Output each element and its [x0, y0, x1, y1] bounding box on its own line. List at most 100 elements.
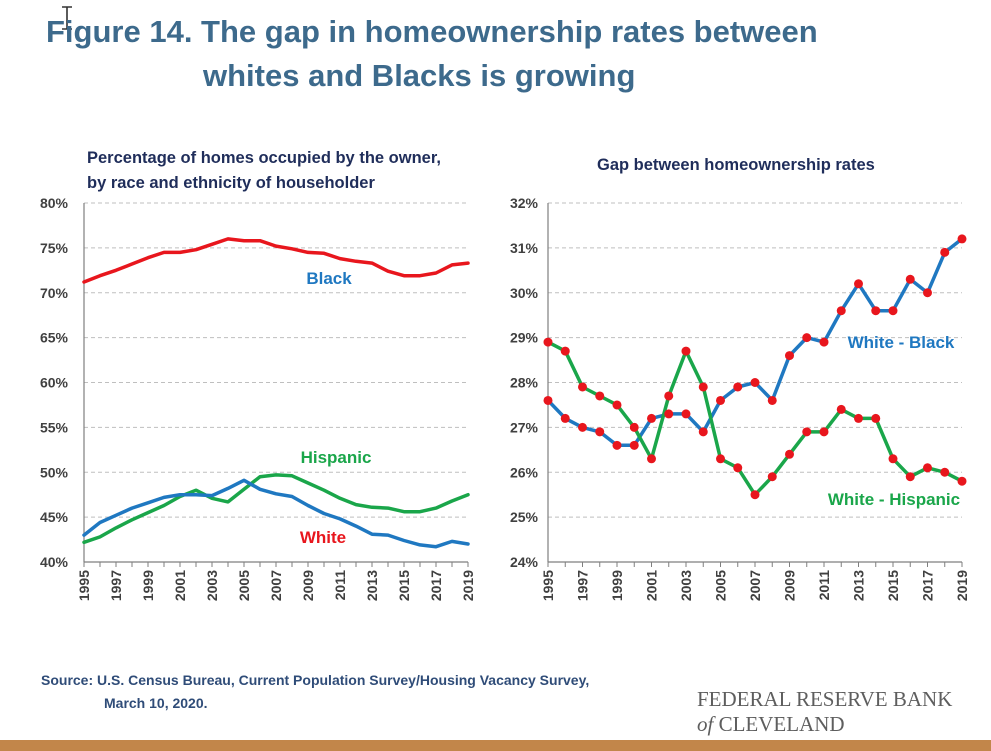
data-point [578, 422, 587, 432]
data-point [888, 454, 898, 464]
data-point [905, 274, 915, 284]
data-point [957, 476, 967, 486]
x-tick-label: 2015 [396, 570, 412, 601]
right-chart-x-ticks: 1995 1997 1999 2001 2003 2005 2007 2009 2011 2013… [540, 570, 970, 601]
y-tick-label: 29% [510, 330, 539, 346]
data-point [802, 333, 812, 343]
data-point [629, 440, 639, 450]
right-chart-subtitle: Gap between homeownership rates [597, 156, 875, 174]
series-label: White - Black [848, 333, 955, 352]
cursor-icon [60, 5, 74, 31]
x-tick-label: 2011 [816, 570, 832, 601]
left-chart-x-ticks: 1995 1997 1999 2001 2003 2005 2007 2009 2011 2013… [76, 570, 476, 601]
data-point [923, 463, 932, 473]
data-point [871, 306, 881, 316]
series-label: Black [306, 269, 352, 288]
data-point [733, 463, 743, 473]
data-point [681, 409, 691, 419]
right-chart-y-ticks: 24% 25% 26% 27% 28% 29% 30% 31% 32% [510, 195, 539, 570]
data-point [957, 234, 967, 244]
federal-reserve-logo: FEDERAL RESERVE BANK of CLEVELAND [697, 687, 952, 737]
x-tick-label: 2007 [747, 570, 763, 601]
y-tick-label: 27% [510, 419, 539, 435]
y-tick-label: 60% [40, 375, 69, 391]
data-point [767, 472, 777, 482]
data-point [940, 247, 950, 257]
data-point [647, 413, 656, 423]
data-point [716, 395, 725, 405]
x-tick-label: 1997 [575, 570, 591, 601]
data-point [698, 427, 708, 437]
y-tick-label: 24% [510, 554, 539, 570]
data-point [871, 413, 881, 423]
source-line2: March 10, 2020. [104, 695, 208, 711]
series-line [82, 478, 470, 549]
data-point [733, 382, 743, 392]
x-tick-label: 2007 [268, 570, 284, 601]
data-point [888, 306, 898, 316]
y-tick-label: 26% [510, 464, 539, 480]
data-point [560, 346, 570, 356]
x-tick-label: 1995 [540, 570, 556, 601]
series-label: White [300, 528, 346, 547]
x-tick-label: 2001 [172, 570, 188, 601]
x-tick-label: 2001 [644, 570, 660, 601]
x-tick-label: 2009 [782, 570, 798, 601]
data-point [543, 395, 553, 405]
data-point [543, 337, 553, 347]
y-tick-label: 40% [40, 554, 69, 570]
data-point [595, 427, 605, 437]
data-point [785, 449, 794, 459]
data-point [836, 306, 846, 316]
data-point [595, 391, 605, 401]
x-tick-label: 2019 [954, 570, 970, 601]
x-tick-label: 2019 [460, 570, 476, 601]
y-tick-label: 80% [40, 195, 69, 211]
x-tick-label: 2003 [678, 570, 694, 601]
data-point [664, 409, 674, 419]
data-point [560, 413, 570, 423]
y-tick-label: 32% [510, 195, 539, 211]
logo-line2: of CLEVELAND [697, 712, 952, 737]
y-tick-label: 50% [40, 464, 69, 480]
data-point [681, 346, 691, 356]
x-tick-label: 2017 [428, 570, 444, 601]
left-chart-y-ticks: 40% 45% 50% 55% 60% 65% 70% 75% 80% [40, 195, 69, 570]
data-point [578, 382, 587, 392]
y-tick-label: 55% [40, 419, 69, 435]
data-point [629, 422, 639, 432]
data-point [905, 472, 915, 482]
data-point [750, 378, 760, 387]
x-tick-label: 1997 [108, 570, 124, 601]
data-point [767, 395, 777, 405]
left-chart-labels: Black Hispanic White [300, 269, 372, 547]
data-point [836, 404, 846, 414]
data-point [854, 279, 863, 289]
figure-title-line2: whites and Blacks is growing [203, 58, 636, 93]
y-tick-label: 75% [40, 240, 69, 256]
y-tick-label: 65% [40, 330, 69, 346]
x-tick-label: 1995 [76, 570, 92, 601]
source-line1: Source: U.S. Census Bureau, Current Popu… [41, 672, 590, 688]
data-point [802, 427, 812, 437]
x-tick-label: 2009 [300, 570, 316, 601]
logo-cleveland: CLEVELAND [718, 712, 845, 736]
figure-title-line1: Figure 14. The gap in homeownership rate… [46, 14, 818, 49]
left-chart-grid [84, 202, 468, 518]
x-tick-label: 1999 [609, 570, 625, 601]
series-label: White - Hispanic [828, 490, 960, 509]
right-chart-series [543, 234, 967, 500]
x-tick-label: 2013 [364, 570, 380, 601]
data-point [664, 391, 674, 401]
data-point [923, 288, 932, 298]
data-point [854, 413, 863, 423]
y-tick-label: 70% [40, 285, 69, 301]
series-line [82, 237, 470, 284]
x-tick-label: 2011 [332, 570, 348, 601]
logo-line1: FEDERAL RESERVE BANK [697, 687, 953, 711]
data-point [647, 454, 656, 464]
y-tick-label: 45% [40, 509, 69, 525]
data-point [819, 427, 829, 437]
y-tick-label: 28% [510, 375, 539, 391]
